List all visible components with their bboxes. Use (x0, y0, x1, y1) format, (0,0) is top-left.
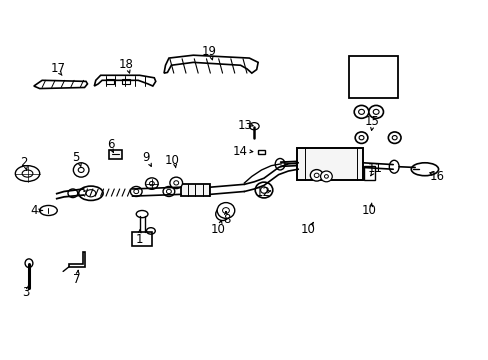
Ellipse shape (387, 132, 400, 143)
Ellipse shape (255, 182, 272, 198)
Text: 8: 8 (224, 213, 231, 226)
Text: 3: 3 (22, 287, 30, 300)
Ellipse shape (410, 163, 438, 176)
Ellipse shape (215, 208, 229, 221)
Text: 17: 17 (51, 62, 65, 75)
Text: 10: 10 (361, 204, 375, 217)
Ellipse shape (40, 206, 57, 216)
Text: 4: 4 (30, 204, 38, 217)
Text: 10: 10 (210, 223, 224, 236)
Ellipse shape (130, 186, 142, 197)
Text: 1: 1 (136, 233, 143, 246)
Bar (258, 150, 264, 154)
Text: 16: 16 (429, 170, 444, 183)
Ellipse shape (354, 132, 367, 143)
Bar (122, 79, 130, 84)
Ellipse shape (169, 177, 182, 189)
Text: 10: 10 (300, 223, 315, 236)
Bar (132, 232, 152, 246)
Ellipse shape (353, 105, 368, 118)
Polygon shape (109, 149, 122, 159)
Ellipse shape (15, 166, 40, 181)
Ellipse shape (73, 163, 89, 177)
Ellipse shape (217, 203, 234, 219)
Text: 12: 12 (255, 186, 270, 199)
Text: 19: 19 (202, 45, 217, 58)
Bar (363, 166, 374, 180)
Text: 2: 2 (20, 156, 28, 169)
Polygon shape (417, 164, 427, 172)
Text: 7: 7 (72, 273, 80, 286)
Text: 9: 9 (142, 151, 149, 164)
Ellipse shape (320, 171, 331, 182)
Text: 10: 10 (164, 154, 180, 167)
Bar (297, 148, 362, 180)
Text: 14: 14 (233, 145, 247, 158)
Ellipse shape (68, 189, 78, 198)
Bar (105, 79, 114, 84)
Bar (348, 56, 397, 98)
Ellipse shape (136, 211, 148, 218)
Text: 15: 15 (364, 116, 379, 129)
Ellipse shape (145, 178, 158, 189)
Polygon shape (69, 252, 84, 267)
Text: 11: 11 (367, 162, 382, 175)
Ellipse shape (163, 186, 174, 197)
Bar (181, 184, 210, 196)
Text: 13: 13 (238, 119, 252, 132)
Ellipse shape (310, 170, 323, 181)
Text: 5: 5 (72, 151, 80, 164)
Ellipse shape (79, 186, 103, 201)
Ellipse shape (368, 105, 383, 118)
Text: 18: 18 (119, 58, 134, 71)
Text: 6: 6 (106, 138, 114, 151)
